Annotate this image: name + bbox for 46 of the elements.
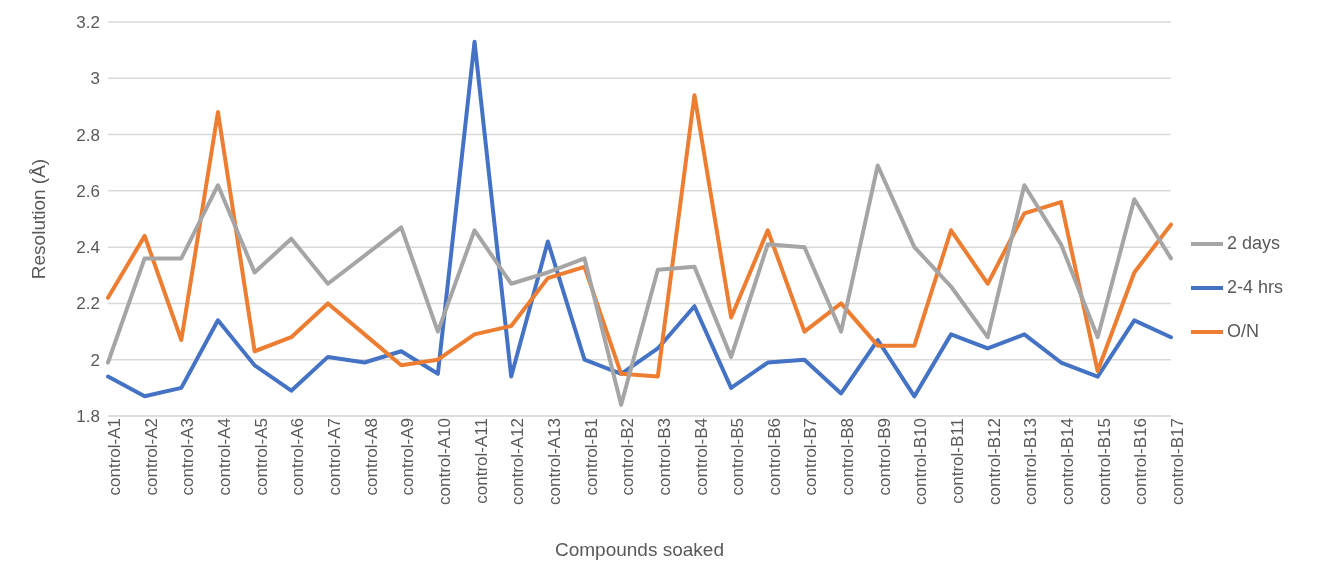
x-tick-label: control-B11 — [948, 418, 968, 504]
x-tick-label: control-A1 — [105, 418, 125, 496]
x-tick-label: control-A8 — [361, 418, 381, 496]
y-tick-label: 2.2 — [76, 294, 100, 314]
y-axis-title: Resolution (Å) — [27, 158, 49, 280]
x-tick-label: control-A7 — [324, 418, 344, 496]
x-tick-label: control-A4 — [215, 418, 235, 496]
x-tick-label: control-A3 — [178, 418, 198, 496]
y-tick-label: 1.8 — [76, 407, 100, 427]
x-tick-label: control-A12 — [508, 418, 528, 505]
x-tick-label: control-B10 — [911, 418, 931, 505]
x-tick-label: control-B2 — [618, 418, 638, 496]
legend-label: 2-4 hrs — [1226, 277, 1283, 297]
x-tick-label: control-B9 — [874, 418, 894, 496]
x-tick-label: control-B14 — [1058, 418, 1078, 505]
x-tick-label: control-A6 — [288, 418, 308, 496]
line-series — [106, 93, 1173, 379]
line-series — [106, 163, 1173, 407]
x-tick-label: control-A13 — [544, 418, 564, 505]
x-tick-label: control-A5 — [251, 418, 271, 496]
y-tick-label: 2.6 — [76, 181, 100, 201]
legend-label: 2 days — [1226, 233, 1281, 253]
x-tick-label: control-B3 — [654, 418, 674, 496]
x-tick-label: control-B4 — [691, 418, 711, 496]
y-tick-label: 3.2 — [76, 13, 100, 33]
x-tick-label: control-B12 — [984, 418, 1004, 505]
x-axis-title: Compounds soaked — [554, 539, 724, 560]
y-tick-label: 2 — [90, 350, 100, 370]
x-tick-label: control-B15 — [1094, 418, 1114, 505]
y-tick-label: 2.4 — [76, 238, 100, 258]
y-tick-label: 3 — [90, 69, 100, 89]
x-tick-label: control-B7 — [801, 418, 821, 496]
y-tick-label: 2.8 — [76, 125, 100, 145]
line-series — [106, 39, 1173, 399]
x-tick-label: control-A2 — [141, 418, 161, 496]
x-tick-label: control-B6 — [764, 418, 784, 496]
legend-label: O/N — [1226, 321, 1259, 341]
x-tick-label: control-B8 — [838, 418, 858, 496]
x-tick-label: control-B5 — [728, 418, 748, 496]
x-tick-label: control-A11 — [471, 418, 491, 504]
x-tick-label: control-A9 — [398, 418, 418, 496]
x-tick-label: control-B17 — [1168, 418, 1188, 505]
x-tick-label: control-B16 — [1131, 418, 1151, 505]
x-tick-label: control-A10 — [434, 418, 454, 505]
x-tick-label: control-B1 — [581, 418, 601, 496]
x-tick-label: control-B13 — [1021, 418, 1041, 505]
